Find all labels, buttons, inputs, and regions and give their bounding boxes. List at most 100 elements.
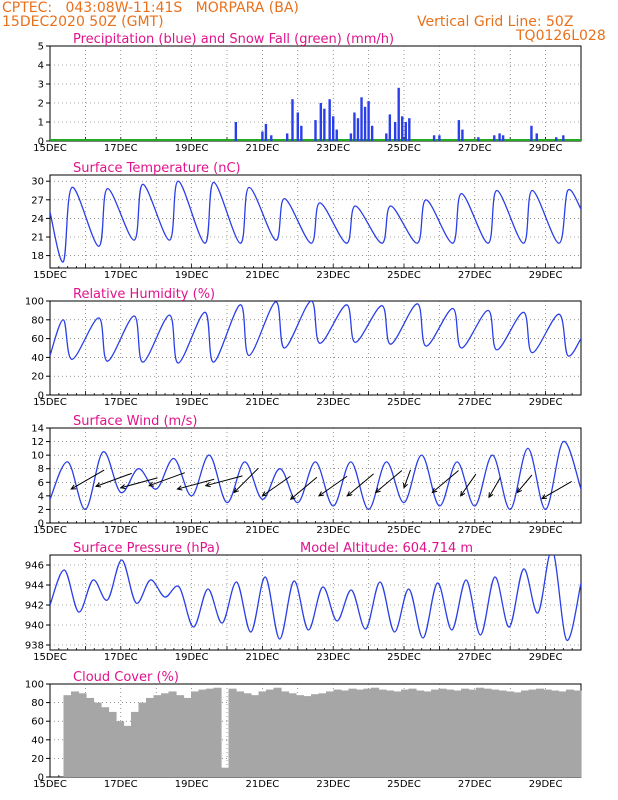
cloud-bar bbox=[506, 691, 515, 777]
panel-wind: 0 2 4 6 8 10 12 14 15DEC 17DEC 19DEC 21DEC 23DEC 25DE… bbox=[31, 414, 582, 536]
header-station: CPTEC: 043:08W-11:41S MORPARA (BA) bbox=[2, 0, 299, 16]
cloud-bar bbox=[311, 694, 320, 777]
y-tick-label: 944 bbox=[25, 581, 44, 592]
wind-arrow bbox=[431, 470, 459, 494]
x-tick-label: 25DEC bbox=[387, 525, 421, 536]
cloud-bar bbox=[123, 725, 132, 777]
y-tick-label: 0 bbox=[38, 773, 44, 784]
wind-arrow bbox=[289, 476, 318, 500]
precip-bar bbox=[404, 122, 407, 141]
wind-arrow-head bbox=[488, 492, 494, 499]
wind-arrow-head bbox=[431, 487, 438, 494]
precip-bar bbox=[397, 87, 400, 141]
wind-arrow-head bbox=[374, 487, 381, 494]
x-tick-label: 25DEC bbox=[387, 143, 421, 154]
x-tick-label: 17DEC bbox=[104, 652, 138, 663]
cloud-bar bbox=[393, 691, 402, 777]
header-grid-note: Vertical Grid Line: 50Z bbox=[417, 14, 574, 30]
x-tick-label: 17DEC bbox=[104, 143, 138, 154]
y-tick-label: 10 bbox=[31, 451, 44, 462]
panel-temp: 18 21 24 27 30 15DEC 17DEC 19DEC 21DEC 23DEC 25DEC… bbox=[31, 161, 582, 281]
y-tick-label: 100 bbox=[25, 680, 44, 691]
precip-bar bbox=[349, 133, 353, 141]
cloud-bar bbox=[198, 689, 207, 777]
cloud-bar bbox=[431, 689, 440, 777]
wind-arrow bbox=[374, 470, 403, 494]
precip-bar bbox=[328, 99, 331, 141]
wind-arrow-shaft bbox=[120, 477, 158, 489]
x-tick-label: 25DEC bbox=[387, 270, 421, 281]
precip-bar bbox=[555, 137, 558, 141]
wind-arrow bbox=[346, 473, 374, 497]
y-tick-label: 940 bbox=[25, 621, 44, 632]
x-tick-label: 27DEC bbox=[458, 779, 492, 790]
wind-arrow-head bbox=[119, 484, 126, 490]
x-tick-label: 23DEC bbox=[316, 270, 350, 281]
x-tick-label: 29DEC bbox=[529, 143, 563, 154]
x-tick-label: 29DEC bbox=[529, 779, 563, 790]
cloud-bar bbox=[401, 689, 410, 777]
precip-bar bbox=[314, 120, 317, 141]
x-tick-label: 15DEC bbox=[33, 143, 67, 154]
wind-arrow bbox=[70, 469, 105, 490]
y-tick-label: 5 bbox=[38, 42, 44, 53]
x-tick-label: 23DEC bbox=[316, 397, 350, 408]
y-tick-label: 2 bbox=[38, 505, 44, 516]
wind-arrow-shaft bbox=[318, 475, 348, 497]
cloud-bar bbox=[573, 690, 582, 777]
cloud-bar bbox=[461, 688, 470, 777]
y-tick-label: 0 bbox=[38, 519, 44, 530]
x-tick-label: 17DEC bbox=[104, 525, 138, 536]
x-tick-label: 25DEC bbox=[387, 652, 421, 663]
precip-bar bbox=[291, 99, 294, 141]
precip-bar bbox=[370, 125, 374, 141]
y-tick-label: 20 bbox=[31, 754, 44, 765]
precip-bar bbox=[285, 133, 289, 141]
panel-subtitle: Model Altitude: 604.714 m bbox=[300, 541, 473, 556]
wind-arrow-shaft bbox=[375, 470, 403, 493]
wind-arrow bbox=[176, 478, 215, 491]
precip-bar bbox=[323, 108, 326, 141]
cloud-bar bbox=[78, 693, 87, 777]
panel-precip: 0 1 2 3 4 5 15DEC 17DEC 19DEC 21DEC 23DEC 25DEC 27DE… bbox=[33, 32, 582, 154]
x-tick-label: 21DEC bbox=[246, 652, 280, 663]
wind-arrow-shaft bbox=[290, 476, 318, 500]
precip-bar bbox=[461, 129, 464, 141]
cloud-bar bbox=[138, 702, 147, 777]
x-tick-label: 15DEC bbox=[33, 270, 67, 281]
precip-bar bbox=[335, 129, 338, 141]
cloud-bar bbox=[386, 690, 395, 777]
cloud-bar bbox=[438, 688, 447, 777]
cloud-bar bbox=[408, 688, 417, 777]
wind-arrow bbox=[402, 469, 411, 489]
y-tick-label: 6 bbox=[38, 478, 44, 489]
y-tick-label: 21 bbox=[31, 233, 44, 244]
x-tick-label: 29DEC bbox=[529, 652, 563, 663]
cloud-bar bbox=[446, 689, 455, 777]
cloud-bar bbox=[168, 691, 177, 777]
x-tick-label: 29DEC bbox=[529, 397, 563, 408]
cloud-bar bbox=[183, 697, 192, 777]
wind-arrow-head bbox=[233, 487, 239, 494]
y-tick-label: 942 bbox=[25, 601, 44, 612]
wind-arrow-shaft bbox=[516, 474, 533, 493]
x-tick-label: 21DEC bbox=[246, 143, 280, 154]
wind-arrow-head bbox=[148, 481, 155, 487]
wind-arrow-shaft bbox=[177, 478, 215, 490]
cloud-bar bbox=[453, 690, 462, 777]
y-tick-label: 80 bbox=[31, 315, 44, 326]
precip-bar bbox=[457, 120, 461, 141]
precip-bar bbox=[300, 125, 303, 141]
wind-arrow-head bbox=[516, 487, 523, 494]
wind-arrow bbox=[488, 477, 501, 499]
x-tick-label: 19DEC bbox=[175, 779, 209, 790]
x-tick-label: 23DEC bbox=[316, 779, 350, 790]
panel-title: Surface Wind (m/s) bbox=[73, 414, 197, 429]
cloud-bar bbox=[536, 688, 545, 777]
x-tick-label: 15DEC bbox=[33, 652, 67, 663]
x-tick-label: 27DEC bbox=[458, 143, 492, 154]
x-tick-label: 17DEC bbox=[104, 270, 138, 281]
cloud-bar bbox=[288, 693, 297, 777]
y-tick-label: 2 bbox=[38, 99, 44, 110]
y-tick-label: 1 bbox=[38, 118, 44, 129]
